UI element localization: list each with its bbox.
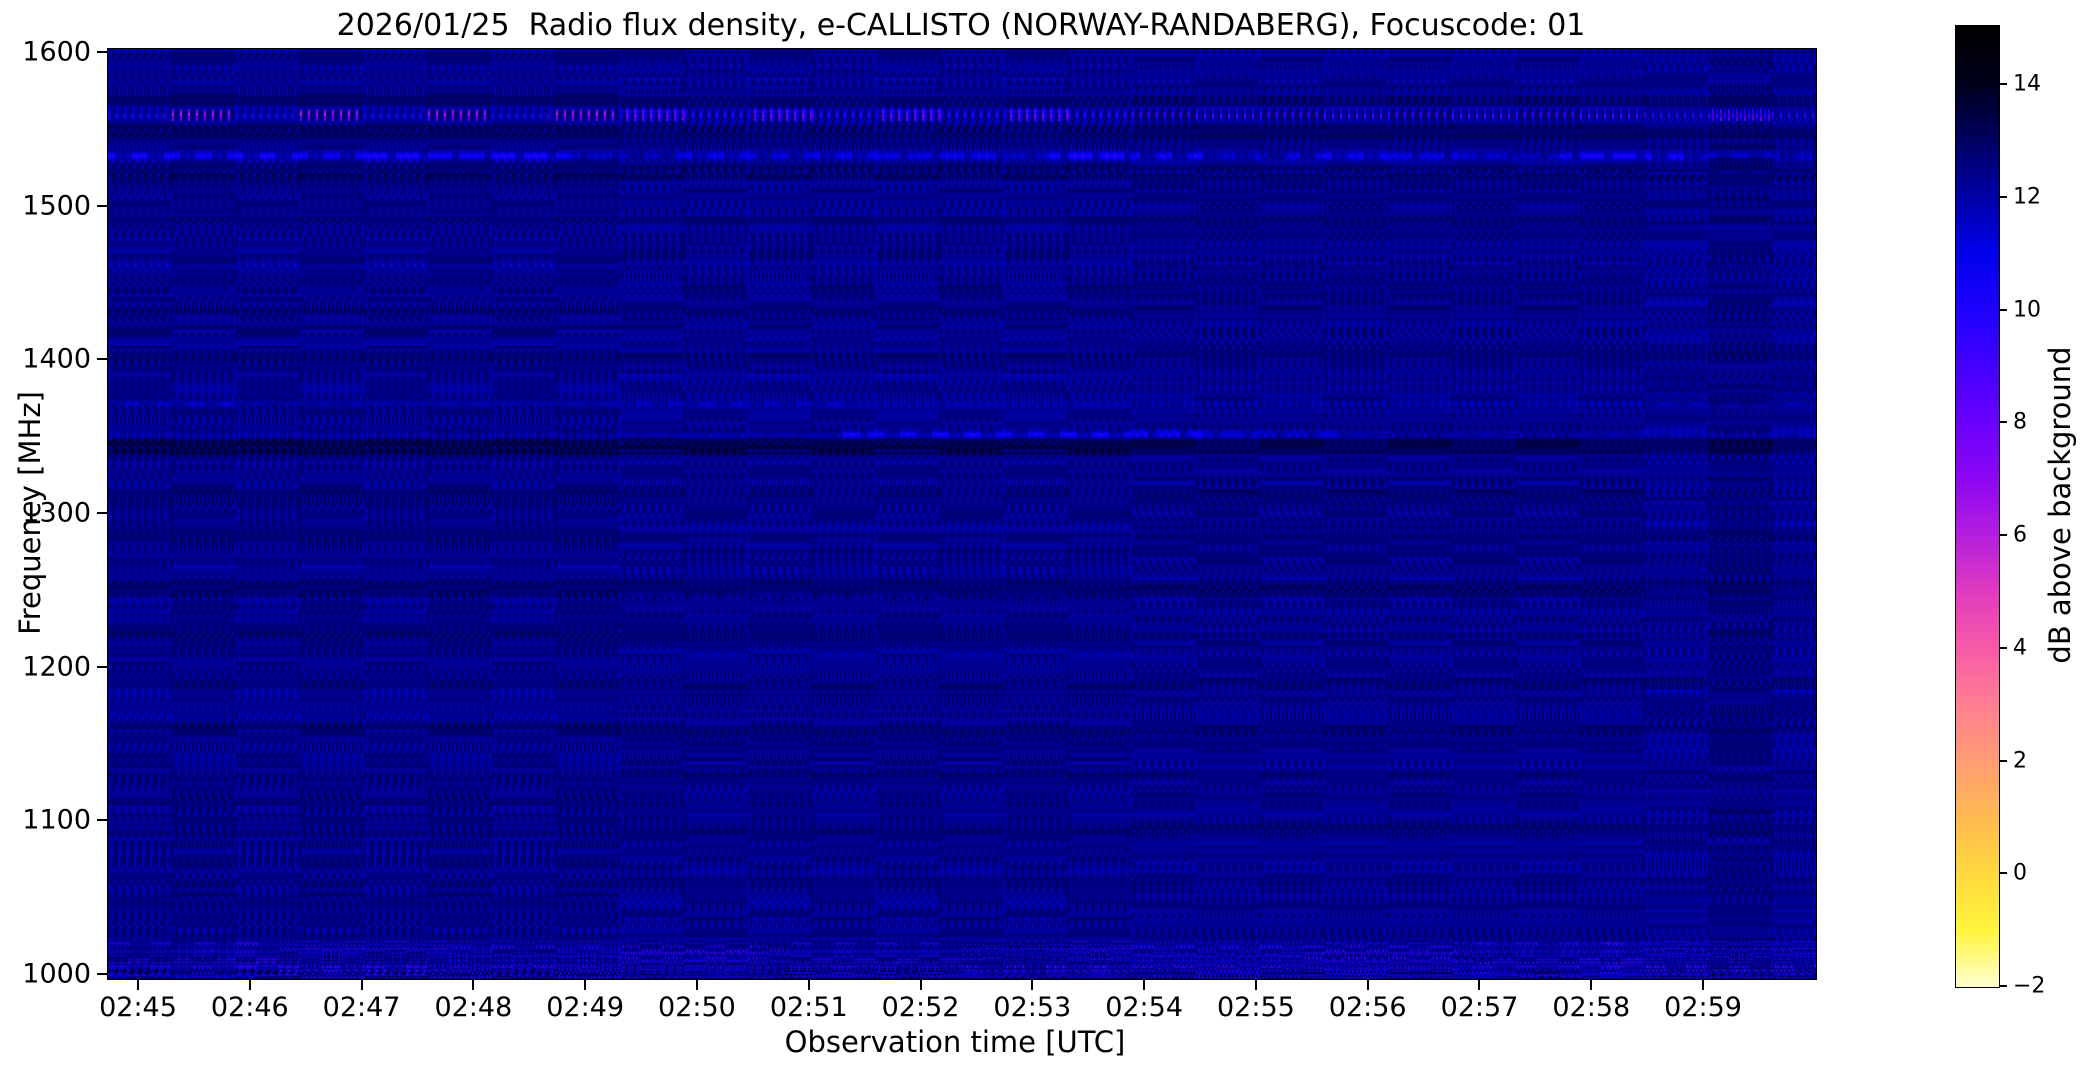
colorbar-tick-label: 2: [2013, 748, 2027, 774]
y-tick-label: 1100: [22, 804, 91, 836]
colorbar-tick: [2000, 195, 2007, 198]
x-tick: [1478, 980, 1481, 990]
x-tick: [248, 980, 251, 990]
colorbar-tick-label: 0: [2013, 860, 2027, 886]
colorbar-tick: [2000, 985, 2007, 987]
x-tick-label: 02:53: [993, 992, 1072, 1023]
y-tick: [97, 973, 107, 976]
chart-title: 2026/01/25 Radio flux density, e-CALLIST…: [336, 8, 1586, 43]
x-tick: [137, 980, 139, 990]
x-tick-label: 02:45: [99, 992, 177, 1023]
x-tick: [1254, 980, 1257, 990]
y-tick-label: 1500: [22, 190, 91, 222]
x-tick: [1590, 980, 1593, 990]
colorbar-label: dB above background: [2043, 346, 2077, 664]
x-tick: [1031, 980, 1034, 990]
x-tick-label: 02:49: [546, 992, 625, 1023]
colorbar-tick: [2000, 534, 2007, 537]
x-axis-label: Observation time [UTC]: [784, 1025, 1126, 1059]
x-tick-label: 02:48: [434, 992, 513, 1023]
colorbar-tick-label: 8: [2013, 409, 2027, 435]
colorbar-tick: [2000, 759, 2007, 762]
y-tick: [97, 358, 107, 361]
y-tick-label: 1000: [22, 958, 91, 990]
y-tick-label: 1400: [22, 343, 91, 375]
x-tick: [1366, 980, 1369, 990]
y-tick-label: 1600: [22, 36, 91, 68]
colorbar-tick: [2000, 83, 2007, 86]
y-tick-label: 1200: [22, 651, 91, 683]
x-tick-label: 02:57: [1440, 992, 1519, 1023]
x-tick-label: 02:55: [1216, 992, 1295, 1023]
colorbar-gradient: [1955, 25, 2000, 988]
x-tick-label: 02:47: [322, 992, 401, 1023]
x-tick: [695, 980, 698, 990]
spectrogram-heatmap: [108, 49, 1816, 979]
x-tick-label: 02:54: [1105, 992, 1184, 1023]
y-tick-label: 1300: [22, 497, 91, 529]
x-tick: [1702, 980, 1705, 990]
y-tick: [97, 665, 107, 668]
colorbar-tick-label: 4: [2013, 635, 2027, 661]
x-tick-label: 02:50: [658, 992, 736, 1023]
x-tick: [360, 980, 363, 990]
colorbar-tick: [2000, 421, 2007, 424]
y-tick: [97, 819, 107, 822]
x-tick-label: 02:56: [1328, 992, 1407, 1023]
colorbar-tick-label: 10: [2013, 297, 2041, 323]
y-axis-label: Frequency [MHz]: [13, 391, 47, 635]
colorbar-tick: [2000, 308, 2007, 311]
x-tick: [584, 980, 587, 990]
colorbar-tick: [2000, 872, 2007, 875]
x-tick: [919, 980, 922, 990]
x-tick: [472, 980, 475, 990]
x-tick: [1143, 980, 1146, 990]
colorbar-tick: [2000, 646, 2007, 649]
x-tick: [807, 980, 810, 990]
y-tick: [97, 204, 107, 207]
colorbar-tick-label: 14: [2013, 71, 2041, 97]
x-tick-label: 02:58: [1552, 992, 1631, 1023]
colorbar-tick-label: 6: [2013, 522, 2027, 548]
y-tick: [97, 512, 107, 514]
x-tick-label: 02:59: [1664, 992, 1742, 1023]
colorbar-tick-label: −2: [2013, 973, 2046, 999]
plot-frame: [107, 48, 1817, 980]
x-tick-label: 02:52: [881, 992, 960, 1023]
y-tick: [97, 51, 107, 53]
x-tick-label: 02:46: [210, 992, 289, 1023]
x-tick-label: 02:51: [769, 992, 848, 1023]
colorbar-tick-label: 12: [2013, 184, 2041, 210]
